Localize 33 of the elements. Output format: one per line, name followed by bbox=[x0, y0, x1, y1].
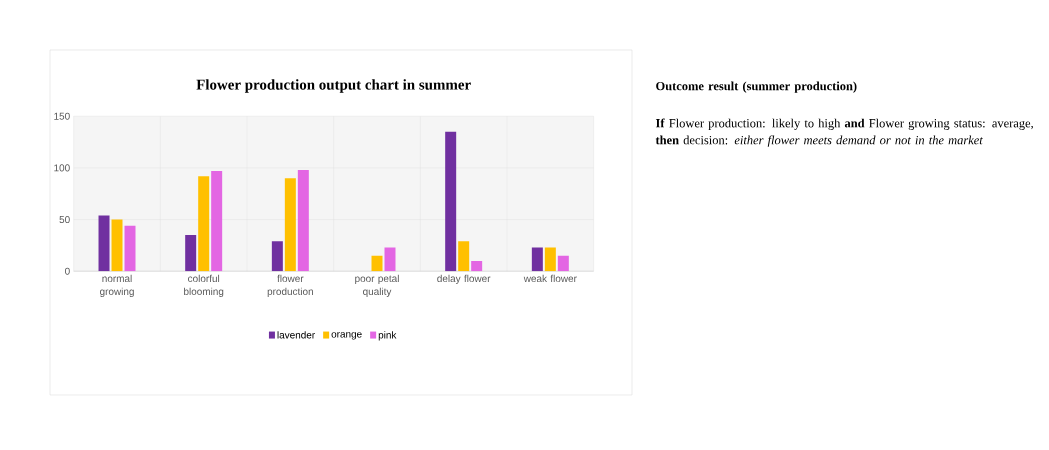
text: Outcome result (summer production) bbox=[656, 81, 857, 93]
bar bbox=[98, 215, 110, 272]
bar bbox=[297, 169, 309, 272]
bar bbox=[544, 247, 556, 272]
x-tick-label: normal growing bbox=[99, 274, 134, 297]
chart-title: Flower production output chart in summer bbox=[196, 79, 471, 93]
bar bbox=[198, 176, 210, 272]
y-tick-label: 50 bbox=[59, 216, 70, 224]
legend-label: lavender bbox=[277, 331, 315, 339]
x-tick-label: weak flower bbox=[523, 274, 577, 283]
bar bbox=[384, 247, 396, 272]
legend-label: orange bbox=[331, 332, 362, 340]
bar bbox=[284, 178, 296, 272]
text: If Flower production: likely to high and Flower growing status: average, then decision: either flower meets demand or not in the market bbox=[655, 118, 1033, 147]
x-tick-label: colorful blooming bbox=[184, 274, 224, 297]
bar bbox=[471, 260, 483, 272]
legend-label: pink bbox=[378, 331, 397, 341]
x-tick-label: flower production bbox=[267, 274, 313, 297]
bar bbox=[371, 255, 383, 272]
bar bbox=[111, 219, 123, 272]
y-tick-label: 150 bbox=[54, 112, 70, 120]
bar bbox=[124, 225, 136, 272]
y-tick-label: 0 bbox=[65, 267, 70, 275]
x-tick-label: delay flower bbox=[437, 274, 491, 285]
bar bbox=[185, 235, 197, 272]
bar bbox=[531, 247, 543, 272]
bar bbox=[557, 255, 569, 272]
bar bbox=[445, 131, 457, 272]
x-tick-label: poor petal quality bbox=[355, 274, 399, 297]
bar bbox=[271, 241, 283, 272]
bar bbox=[458, 241, 470, 272]
bar bbox=[211, 170, 223, 272]
y-tick-label: 100 bbox=[54, 164, 70, 172]
